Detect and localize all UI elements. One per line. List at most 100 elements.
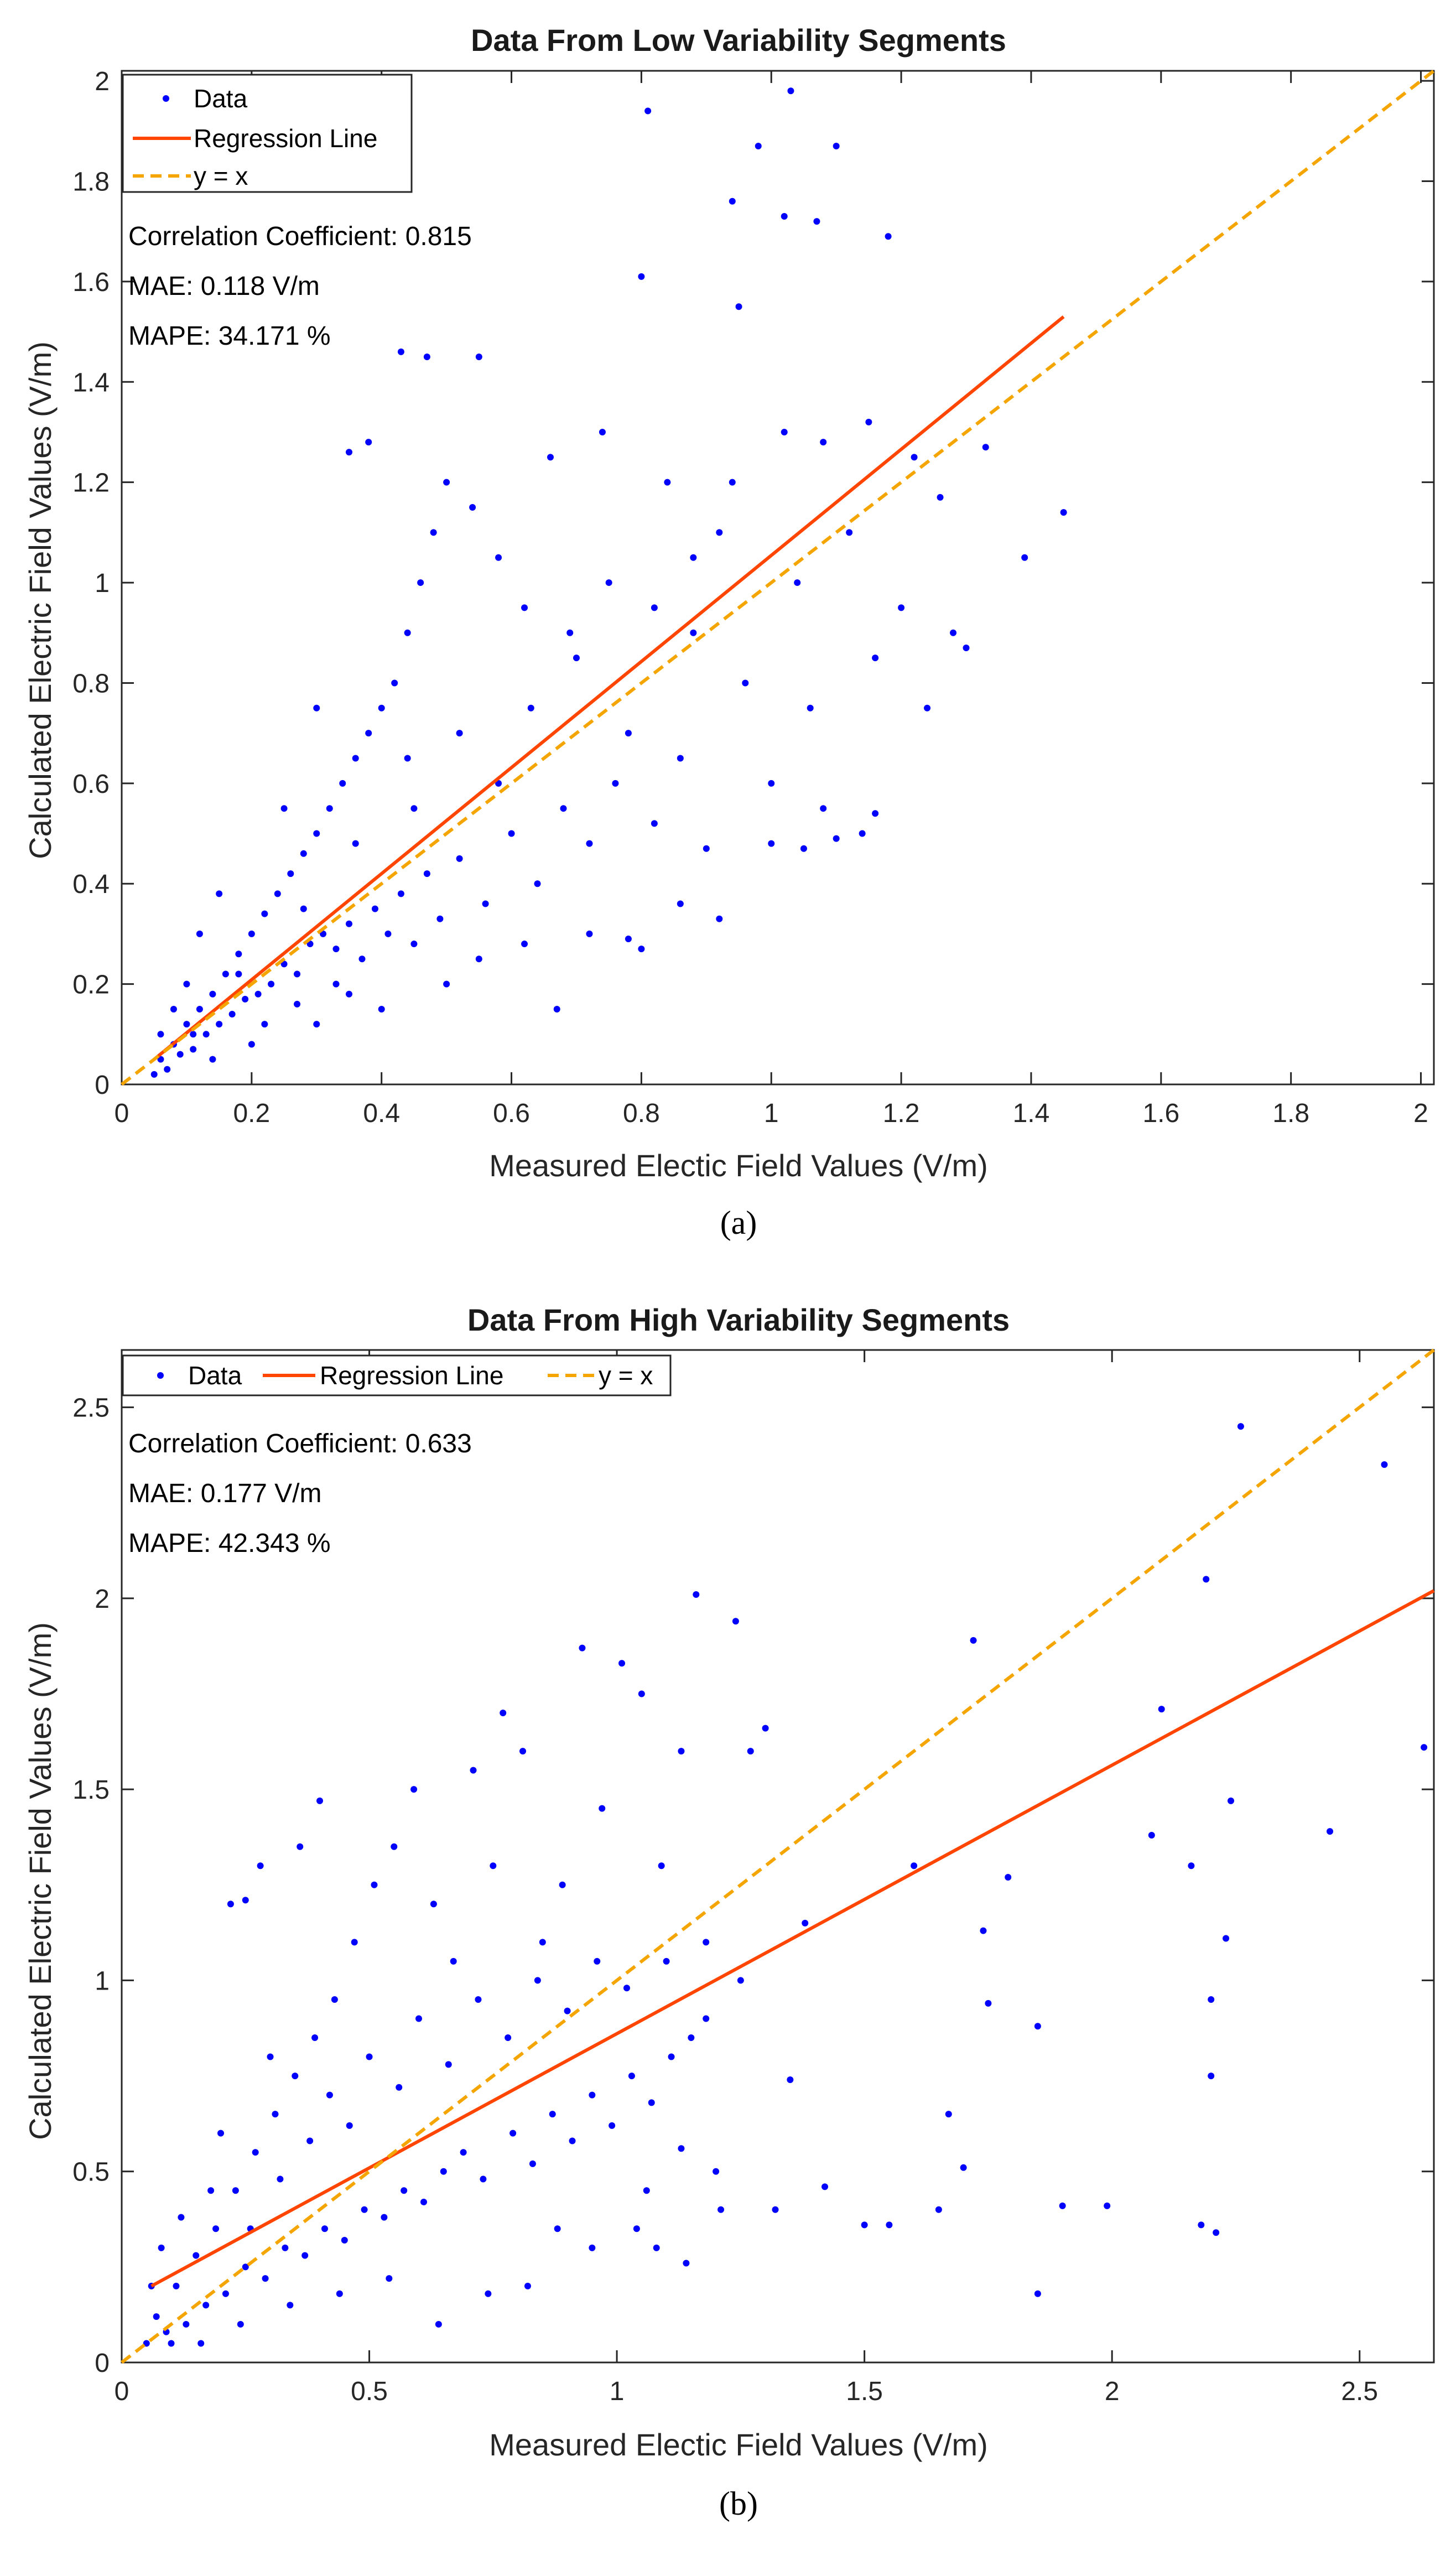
data-point (911, 1862, 918, 1869)
data-point (490, 1862, 497, 1869)
data-point (480, 2175, 487, 2183)
data-point (638, 946, 645, 953)
data-point (664, 479, 671, 486)
data-point (228, 1011, 236, 1018)
data-point (282, 2244, 289, 2251)
annotation-mape: MAPE: 42.343 % (128, 1529, 331, 1558)
data-point (573, 655, 580, 662)
data-point (242, 995, 249, 1003)
data-point (1208, 1996, 1215, 2003)
y-tick-label: 0 (95, 1071, 110, 1100)
data-point (366, 2053, 373, 2060)
data-point (261, 1021, 268, 1028)
y-tick-label: 1.4 (72, 368, 110, 397)
legend-label-data: Data (194, 84, 248, 113)
y-tick-label: 2 (95, 1585, 110, 1614)
data-point (1059, 2202, 1066, 2209)
data-point (747, 1748, 754, 1755)
x-tick-label: 0.5 (351, 2377, 388, 2406)
data-point (440, 2168, 447, 2175)
annotation-correlation: Correlation Coefficient: 0.815 (128, 222, 472, 251)
data-point (703, 845, 710, 852)
data-point (586, 840, 593, 847)
data-point (935, 2206, 942, 2213)
data-point (768, 840, 775, 847)
data-point (207, 2187, 215, 2194)
legend-box (122, 74, 413, 193)
y-tick-label: 0.8 (72, 669, 110, 698)
data-point (262, 2275, 269, 2282)
data-point (209, 1056, 216, 1063)
data-point (807, 704, 814, 712)
panel-a: Data From Low Variability Segments 0 0.2 0… (23, 23, 1435, 1241)
data-point (183, 980, 190, 988)
x-tick-label: 2 (1413, 1099, 1428, 1128)
y-tick-label: 0.5 (72, 2158, 110, 2187)
data-point (183, 1021, 190, 1028)
data-point (346, 2122, 353, 2129)
data-point (781, 428, 788, 435)
data-point (287, 2302, 294, 2309)
annotation-mae: MAE: 0.177 V/m (128, 1479, 321, 1508)
data-point (1421, 1744, 1428, 1751)
data-point (963, 644, 970, 651)
scatter-points (150, 87, 1067, 1078)
data-point (168, 2340, 175, 2347)
data-point (313, 1021, 320, 1028)
data-point (365, 730, 372, 737)
panel-caption: (b) (719, 2485, 758, 2522)
data-point (237, 2320, 244, 2328)
data-point (216, 890, 223, 897)
data-point (190, 1031, 197, 1038)
data-point (820, 439, 827, 446)
data-point (625, 730, 632, 737)
data-point (300, 850, 307, 857)
data-point (331, 1996, 338, 2003)
data-point (292, 2073, 299, 2080)
data-point (410, 1786, 418, 1793)
x-tick-label: 1.6 (1142, 1099, 1179, 1128)
data-point (415, 2015, 423, 2022)
data-point (274, 890, 281, 897)
data-point (945, 2111, 952, 2118)
data-point (560, 805, 567, 812)
data-point (345, 449, 352, 456)
data-point (475, 955, 482, 963)
data-point (833, 835, 840, 842)
data-point (865, 418, 872, 425)
data-point (1223, 1935, 1230, 1942)
data-point (735, 303, 742, 310)
data-point (391, 679, 398, 687)
data-point (482, 900, 489, 907)
data-point (553, 1005, 560, 1012)
data-point (898, 604, 905, 611)
data-point (950, 629, 957, 636)
y-ticks: 0 0.5 1 1.5 2 2.5 (72, 1394, 1434, 2378)
data-point (378, 704, 385, 712)
data-point (1021, 554, 1028, 561)
data-point (397, 890, 404, 897)
data-point (872, 655, 879, 662)
x-tick-label: 0.6 (493, 1099, 530, 1128)
y-tick-label: 1 (95, 569, 110, 598)
data-point (505, 2034, 512, 2042)
data-point (475, 1996, 482, 2003)
data-point (313, 830, 320, 837)
annotation-mae: MAE: 0.118 V/m (128, 272, 320, 301)
x-tick-label: 2.5 (1341, 2377, 1378, 2406)
data-point (500, 1710, 507, 1717)
data-point (297, 1843, 304, 1850)
data-point (301, 2252, 309, 2259)
data-point (1034, 2290, 1041, 2297)
data-point (257, 1862, 264, 1869)
y-tick-label: 1.2 (72, 469, 110, 498)
data-point (157, 1031, 164, 1038)
x-axis-label: Measured Electic Field Values (V/m) (489, 1148, 988, 1183)
data-point (539, 1939, 546, 1946)
data-point (559, 1881, 566, 1888)
data-point (527, 704, 534, 712)
data-point (586, 930, 593, 937)
data-point (524, 2282, 531, 2289)
x-axis-label: Measured Electic Field Values (V/m) (489, 2427, 988, 2462)
